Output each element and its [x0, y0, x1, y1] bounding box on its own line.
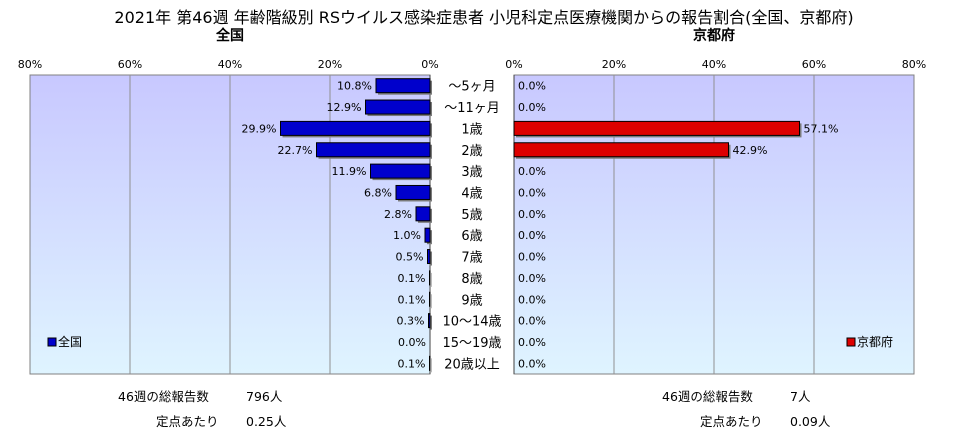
- left-total-label: 46週の総報告数: [118, 389, 209, 404]
- left-data-label: 6.8%: [364, 186, 392, 199]
- left-data-label: 0.5%: [396, 251, 424, 264]
- left-tick-label: 20%: [318, 58, 342, 71]
- left-data-label: 0.1%: [398, 357, 426, 370]
- category-label: 15～19歳: [442, 336, 501, 351]
- left-bar: [429, 291, 431, 307]
- left-data-label: 10.8%: [337, 80, 372, 93]
- left-bar: [375, 78, 431, 94]
- chart-title: 2021年 第46週 年齢階級別 RSウイルス感染症患者 小児科定点医療機関から…: [114, 8, 854, 27]
- left-panel-title: 全国: [216, 28, 244, 44]
- category-label: 5歳: [461, 208, 482, 223]
- left-data-label: 0.0%: [398, 336, 426, 349]
- left-bar: [316, 142, 431, 158]
- right-tick-label: 60%: [802, 58, 826, 71]
- left-data-label: 0.1%: [398, 293, 426, 306]
- left-tick-label: 40%: [218, 58, 242, 71]
- category-label: 3歳: [461, 165, 482, 180]
- left-bar: [429, 270, 431, 286]
- right-data-label: 0.0%: [518, 80, 546, 93]
- left-tick-label: 0%: [421, 58, 438, 71]
- right-data-label: 0.0%: [518, 251, 546, 264]
- left-per-label: 定点あたり: [156, 414, 219, 429]
- category-label: 20歳以上: [444, 357, 500, 372]
- right-data-label: 0.0%: [518, 229, 546, 242]
- right-panel-title: 京都府: [693, 28, 735, 44]
- right-data-label: 0.0%: [518, 315, 546, 328]
- left-data-label: 0.1%: [398, 272, 426, 285]
- category-label: 8歳: [461, 272, 482, 287]
- left-per-value: 0.25人: [246, 414, 287, 429]
- category-label: ～11ヶ月: [444, 101, 500, 116]
- right-per-value: 0.09人: [790, 414, 831, 429]
- category-label: 6歳: [461, 229, 482, 244]
- category-label: ～5ヶ月: [448, 80, 495, 95]
- right-total-label: 46週の総報告数: [662, 389, 753, 404]
- right-data-label: 0.0%: [518, 165, 546, 178]
- right-bar: [513, 142, 729, 158]
- left-tick-label: 80%: [18, 58, 42, 71]
- left-bar: [429, 355, 431, 371]
- category-label: 9歳: [461, 293, 482, 308]
- left-bar: [370, 163, 431, 179]
- left-data-label: 0.3%: [397, 315, 425, 328]
- left-data-label: 29.9%: [242, 122, 277, 135]
- right-tick-label: 20%: [602, 58, 626, 71]
- left-data-label: 1.0%: [393, 229, 421, 242]
- left-bar: [415, 206, 431, 222]
- left-bar-shadow: [431, 294, 432, 309]
- left-bar: [395, 184, 431, 200]
- right-total-value: 7人: [790, 389, 811, 404]
- left-bar-shadow: [431, 358, 432, 373]
- left-data-label: 22.7%: [278, 144, 313, 157]
- right-tick-label: 0%: [505, 58, 522, 71]
- right-data-label: 0.0%: [518, 272, 546, 285]
- right-data-label: 0.0%: [518, 357, 546, 370]
- category-label: 10～14歳: [442, 315, 501, 330]
- right-per-label: 定点あたり: [700, 414, 763, 429]
- left-bar: [280, 120, 431, 136]
- left-total-value: 796人: [246, 389, 283, 404]
- left-bar: [365, 99, 431, 115]
- right-data-label: 0.0%: [518, 293, 546, 306]
- right-data-label: 0.0%: [518, 186, 546, 199]
- right-tick-label: 80%: [902, 58, 926, 71]
- right-legend-label: 京都府: [857, 334, 893, 349]
- left-bar-shadow: [429, 251, 432, 266]
- right-legend-swatch: [846, 337, 856, 347]
- left-bar: [428, 313, 431, 329]
- right-data-label: 0.0%: [518, 101, 546, 114]
- left-data-label: 2.8%: [384, 208, 412, 221]
- category-label: 4歳: [461, 186, 482, 201]
- left-bar: [427, 249, 431, 265]
- right-data-label: 42.9%: [733, 144, 768, 157]
- category-label: 7歳: [461, 251, 482, 266]
- left-data-label: 11.9%: [332, 165, 367, 178]
- right-bar: [513, 120, 800, 136]
- left-bar-shadow: [431, 272, 432, 287]
- left-legend-label: 全国: [58, 334, 82, 349]
- left-bar-shadow: [430, 315, 432, 330]
- left-bar: [424, 227, 431, 243]
- right-data-label: 0.0%: [518, 208, 546, 221]
- right-tick-label: 40%: [702, 58, 726, 71]
- category-label: 2歳: [461, 144, 482, 159]
- left-tick-label: 60%: [118, 58, 142, 71]
- category-label: 1歳: [461, 122, 482, 137]
- left-legend-swatch: [47, 337, 57, 347]
- right-data-label: 57.1%: [804, 122, 839, 135]
- left-data-label: 12.9%: [327, 101, 362, 114]
- right-data-label: 0.0%: [518, 336, 546, 349]
